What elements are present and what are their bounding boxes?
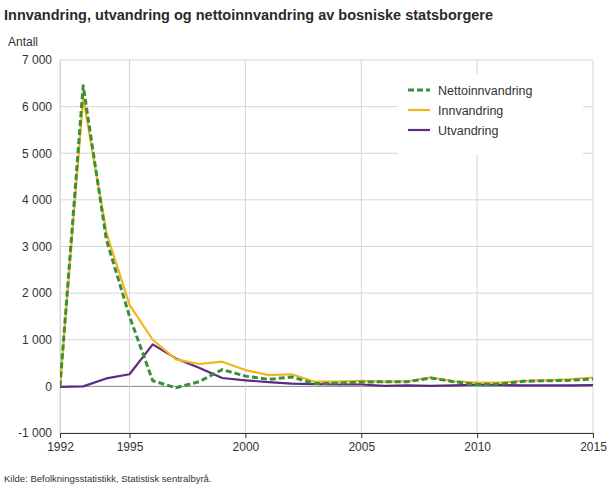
y-tick: 6 000 [22,100,60,114]
legend-swatch [408,129,430,131]
x-tick: 1992 [47,433,74,454]
x-tick-label: 1995 [117,440,144,454]
x-tick: 2000 [233,433,260,454]
legend-swatch [408,89,430,92]
y-tick: 7 000 [22,53,60,67]
x-axis-line [61,434,594,439]
x-tick-label: 1992 [47,440,74,454]
x-axis: 1992 1995 2000 2005 2010 2015 [47,433,607,454]
grid-line-y [60,60,593,61]
x-tick-label: 2005 [348,440,375,454]
y-tick-label: -1 000 [18,426,52,440]
legend-item: Innvandring [408,104,503,118]
legend-label: Nettoinnvandring [438,84,533,98]
x-tick-label: 2010 [464,440,491,454]
y-axis: -1 000 0 1 000 2 000 3 000 4 000 5 000 6 000 7 0… [18,53,61,440]
y-tick: 5 000 [22,147,60,161]
chart: Innvandring, utvandring og nettoinnvandr… [0,0,610,488]
legend-box [398,74,583,154]
grid-line-y [60,339,593,340]
y-tick-label: 4 000 [22,193,52,207]
x-tick-mark [593,433,594,438]
grid-line-y [60,199,593,200]
y-tick: 1 000 [22,333,60,347]
x-tick-label: 2000 [233,440,260,454]
y-tick-label: 2 000 [22,286,52,300]
y-tick: 3 000 [22,240,60,254]
title: Innvandring, utvandring og nettoinnvandr… [4,7,493,23]
x-tick: 2005 [348,433,375,454]
x-tick-mark [477,433,478,438]
x-tick: 2015 [580,433,607,454]
x-tick-label: 2015 [580,440,607,454]
y-tick-label: 6 000 [22,100,52,114]
grid-line-y [60,293,593,294]
grid-line-x [129,60,130,433]
legend-label: Innvandring [438,104,503,118]
grid-line-y [60,246,593,247]
x-tick: 1995 [117,433,144,454]
y-tick: -1 000 [18,426,60,440]
legend-label: Utvandring [438,124,498,138]
grid-line-x [361,60,362,433]
legend-item: Utvandring [408,124,498,138]
x-tick: 2010 [464,433,491,454]
y-tick-label: 0 [45,380,52,394]
source: Kilde: Befolkningsstatistikk, Statistisk… [4,473,212,484]
legend-swatch [408,109,430,111]
series-line [60,344,593,386]
y-tick: 0 [45,380,60,394]
y-tick-label: 1 000 [22,333,52,347]
x-tick-mark [361,433,362,438]
y-axis-title: Antall [8,35,38,49]
y-tick-label: 5 000 [22,147,52,161]
x-tick-mark [60,433,61,438]
plot: -1 000 0 1 000 2 000 3 000 4 000 5 000 6 000 7 0… [18,53,607,453]
x-tick-mark [245,433,246,438]
legend-item: Nettoinnvandring [408,84,533,98]
y-tick-label: 3 000 [22,240,52,254]
y-tick: 2 000 [22,286,60,300]
y-tick-label: 7 000 [22,53,52,67]
legend: Nettoinnvandring Innvandring Utvandring [398,74,583,154]
grid [60,60,593,433]
x-tick-mark [130,433,131,438]
y-tick: 4 000 [22,193,60,207]
